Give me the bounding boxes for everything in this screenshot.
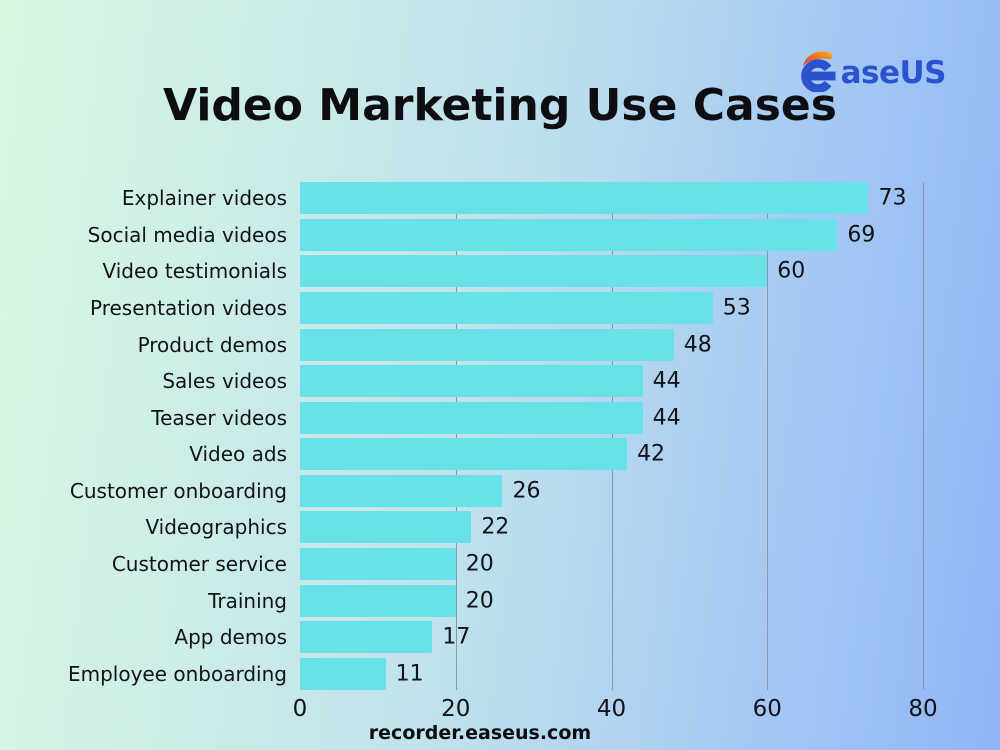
chart-row: Video ads 42 — [60, 436, 940, 473]
chart-row: Presentation videos 53 — [60, 290, 940, 327]
chart-row: Teaser videos 44 — [60, 399, 940, 436]
chart-row: Videographics 22 — [60, 509, 940, 546]
value-label: 20 — [465, 551, 494, 577]
bar-track: 26 — [300, 474, 940, 507]
bar-track: 20 — [300, 548, 940, 581]
category-label: Presentation videos — [89, 296, 287, 321]
category-label: Customer service — [111, 552, 287, 577]
chart-row: App demos 17 — [60, 619, 940, 656]
chart-row: Video testimonials 60 — [60, 253, 940, 290]
chart-row: Social media videos 69 — [60, 217, 940, 254]
bar-track: 69 — [300, 218, 940, 251]
bar — [300, 621, 433, 654]
category-label: Video ads — [189, 442, 287, 467]
value-label: 69 — [847, 222, 876, 248]
bar — [300, 218, 838, 251]
easeus-logo-text: aseUS — [840, 55, 947, 91]
chart-row: Product demos 48 — [60, 326, 940, 363]
bar — [300, 511, 472, 544]
value-label: 17 — [442, 624, 471, 650]
category-label: Product demos — [137, 332, 287, 357]
x-tick-label-0: 0 — [292, 696, 308, 722]
value-label: 11 — [395, 661, 424, 687]
gridline-80 — [923, 182, 924, 690]
value-label: 44 — [652, 368, 681, 394]
bar-track: 73 — [300, 182, 940, 215]
x-tick-label-20: 20 — [441, 696, 471, 722]
x-tick-label-60: 60 — [752, 696, 782, 722]
gridline-60 — [767, 182, 769, 690]
value-label: 20 — [465, 588, 494, 614]
chart-row: Explainer videos 73 — [60, 180, 940, 217]
x-tick-label-80: 80 — [908, 696, 938, 722]
bar-track: 44 — [300, 401, 940, 434]
bar-track: 11 — [300, 657, 940, 690]
value-label: 44 — [652, 405, 681, 431]
gridline-40 — [611, 182, 613, 690]
category-label: Customer onboarding — [69, 478, 287, 503]
gridline-20 — [455, 182, 457, 690]
bar — [300, 584, 456, 617]
value-label: 22 — [481, 514, 510, 540]
chart-rows: Explainer videos 73 Social media videos … — [60, 180, 940, 692]
easeus-logo-icon — [800, 51, 836, 92]
value-label: 53 — [722, 295, 751, 321]
bar-track: 60 — [300, 255, 940, 288]
bar — [300, 255, 768, 288]
chart-row: Training 20 — [60, 582, 940, 619]
value-label: 60 — [777, 258, 806, 284]
category-label: Explainer videos — [121, 186, 287, 211]
bar — [300, 657, 386, 690]
easeus-logo: aseUS — [797, 44, 947, 92]
bar — [300, 401, 643, 434]
chart-row: Sales videos 44 — [60, 363, 940, 400]
bar — [300, 328, 674, 361]
category-label: Training — [208, 588, 287, 613]
bar — [300, 365, 643, 398]
bar — [300, 182, 869, 215]
x-axis: 0 20 40 60 80 — [293, 696, 940, 726]
value-label: 26 — [512, 478, 541, 504]
bar-track: 20 — [300, 584, 940, 617]
bar — [300, 474, 503, 507]
logo-swoosh-shape — [802, 51, 832, 66]
x-tick-label-40: 40 — [596, 696, 627, 722]
category-label: Employee onboarding — [67, 661, 287, 686]
chart-row: Customer onboarding 26 — [60, 473, 940, 510]
chart-gridlines — [300, 182, 940, 690]
bar-track: 22 — [300, 511, 940, 544]
bar-track: 48 — [300, 328, 940, 361]
category-label: Videographics — [145, 515, 287, 540]
chart-row: Customer service 20 — [60, 546, 940, 583]
chart-row: Employee onboarding 11 — [60, 656, 940, 693]
value-label: 73 — [878, 185, 907, 211]
bar-track: 17 — [300, 621, 940, 654]
logo-c-arc — [800, 59, 832, 92]
bar-track: 42 — [300, 438, 940, 471]
category-label: App demos — [174, 625, 287, 650]
category-label: Video testimonials — [102, 259, 287, 284]
value-label: 48 — [683, 332, 712, 358]
bar — [300, 548, 456, 581]
footer-url: recorder.easeus.com — [368, 722, 592, 744]
bar-chart: Explainer videos 73 Social media videos … — [60, 180, 940, 692]
bar — [300, 292, 713, 325]
bar — [300, 438, 628, 471]
logo-middle-bar — [808, 71, 836, 81]
category-label: Sales videos — [162, 369, 287, 394]
page-title: Video Marketing Use Cases — [163, 80, 837, 131]
category-label: Teaser videos — [151, 405, 287, 430]
bar-track: 53 — [300, 292, 940, 325]
bar-track: 44 — [300, 365, 940, 398]
value-label: 42 — [637, 441, 666, 467]
category-label: Social media videos — [87, 222, 287, 247]
